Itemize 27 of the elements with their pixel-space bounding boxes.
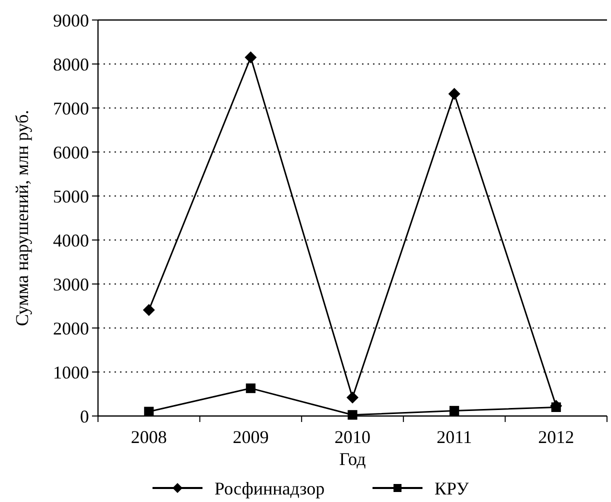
y-tick-label: 9000 — [53, 10, 89, 30]
x-tick-label: 2009 — [232, 427, 269, 447]
point — [142, 304, 155, 316]
point — [244, 51, 257, 64]
point — [448, 88, 460, 100]
y-tick-label: 2000 — [53, 318, 89, 338]
y-tick-label: 6000 — [53, 142, 89, 162]
legend-label: Росфиннадзор — [214, 478, 325, 498]
y-tick-label: 1000 — [53, 362, 89, 382]
x-axis-title: Год — [339, 449, 366, 469]
point — [450, 406, 460, 416]
x-tick-label: 2008 — [130, 427, 167, 447]
y-tick-label: 4000 — [53, 230, 89, 250]
y-tick-label: 0 — [80, 406, 89, 426]
y-tick-label: 7000 — [53, 98, 89, 118]
x-tick-label: 2010 — [334, 427, 370, 447]
point — [246, 383, 256, 394]
point — [144, 406, 154, 416]
point — [348, 410, 358, 420]
x-tick-label: 2011 — [436, 427, 472, 447]
y-tick-label: 5000 — [53, 186, 89, 206]
y-axis-title: Сумма нарушений, млн руб. — [12, 110, 32, 326]
point — [346, 392, 358, 404]
y-tick-label: 3000 — [53, 274, 89, 294]
legend-label: КРУ — [434, 478, 470, 498]
y-tick-label: 8000 — [53, 54, 89, 74]
x-tick-label: 2012 — [538, 427, 574, 447]
